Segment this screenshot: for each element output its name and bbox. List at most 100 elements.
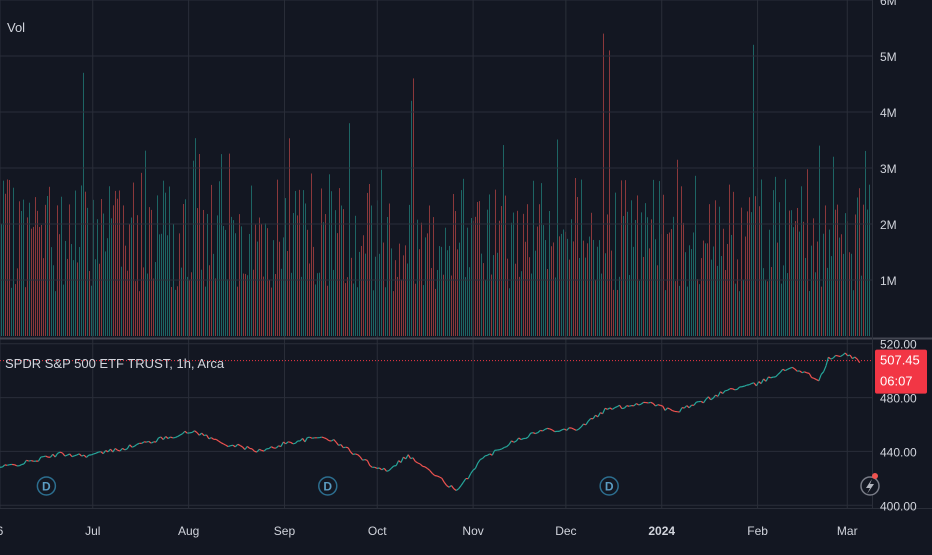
volume-bar bbox=[57, 205, 58, 336]
volume-bar bbox=[59, 234, 60, 336]
price-segment bbox=[509, 441, 511, 445]
volume-bar bbox=[197, 208, 198, 336]
volume-bar bbox=[741, 208, 742, 336]
volume-bar bbox=[379, 254, 380, 336]
volume-bar bbox=[717, 266, 718, 336]
volume-bar bbox=[153, 279, 154, 336]
volume-bar bbox=[181, 268, 182, 336]
price-segment bbox=[809, 373, 811, 377]
price-segment bbox=[406, 455, 408, 459]
price-segment bbox=[814, 378, 816, 379]
lightning-icon[interactable] bbox=[861, 473, 879, 495]
volume-bar bbox=[143, 267, 144, 336]
price-segment bbox=[46, 456, 48, 457]
price-segment bbox=[742, 386, 744, 387]
price-segment bbox=[802, 372, 804, 373]
vol-tick-label: 3M bbox=[880, 162, 897, 176]
volume-bar bbox=[781, 284, 782, 336]
price-segment bbox=[264, 449, 266, 451]
time-tick-label: Aug bbox=[178, 524, 199, 538]
price-segment bbox=[118, 450, 120, 451]
volume-bar bbox=[49, 187, 50, 336]
price-segment bbox=[651, 402, 653, 403]
price-segment bbox=[449, 486, 451, 488]
volume-bar bbox=[607, 214, 608, 336]
price-segment bbox=[468, 474, 470, 479]
price-segment bbox=[451, 486, 453, 489]
price-segment bbox=[401, 457, 403, 462]
dividend-icon[interactable]: D bbox=[37, 477, 55, 495]
price-segment bbox=[96, 452, 98, 453]
volume-bar bbox=[501, 206, 502, 336]
volume-bar bbox=[823, 234, 824, 336]
volume-bar bbox=[23, 200, 24, 336]
volume-bar bbox=[663, 195, 664, 336]
volume-bar bbox=[13, 188, 14, 336]
price-segment bbox=[639, 404, 641, 405]
volume-bar bbox=[573, 241, 574, 336]
price-segment bbox=[62, 453, 64, 456]
price-segment bbox=[72, 456, 74, 457]
price-segment bbox=[370, 465, 372, 467]
volume-bar bbox=[657, 265, 658, 336]
price-segment bbox=[689, 405, 691, 408]
volume-bar bbox=[391, 248, 392, 336]
volume-bar bbox=[537, 227, 538, 336]
volume-bar bbox=[793, 227, 794, 336]
volume-bar bbox=[259, 218, 260, 336]
vol-tick-label: 2M bbox=[880, 218, 897, 232]
dividend-icon[interactable]: D bbox=[600, 477, 618, 495]
price-segment bbox=[768, 377, 770, 378]
price-segment bbox=[826, 357, 828, 366]
volume-bar bbox=[307, 230, 308, 336]
volume-bar bbox=[433, 217, 434, 336]
volume-bar bbox=[531, 274, 532, 336]
volume-bar bbox=[233, 220, 234, 336]
volume-bar bbox=[677, 160, 678, 336]
volume-bar bbox=[51, 247, 52, 336]
price-segment bbox=[65, 455, 67, 456]
volume-bar bbox=[523, 214, 524, 336]
price-segment bbox=[658, 405, 660, 406]
volume-bar bbox=[853, 290, 854, 336]
price-segment bbox=[833, 355, 835, 358]
dividend-icon[interactable]: D bbox=[319, 477, 337, 495]
volume-bar bbox=[515, 264, 516, 336]
price-segment bbox=[437, 476, 439, 477]
volume-bar bbox=[659, 181, 660, 336]
price-segment bbox=[192, 431, 194, 433]
price-segment bbox=[432, 473, 434, 475]
volume-bar bbox=[481, 254, 482, 336]
volume-bar bbox=[625, 180, 626, 336]
price-segment bbox=[660, 405, 662, 406]
volume-bar bbox=[785, 179, 786, 336]
price-segment bbox=[291, 442, 293, 443]
price-segment bbox=[22, 464, 24, 465]
price-segment bbox=[663, 406, 665, 410]
price-segment bbox=[579, 427, 581, 429]
volume-bar bbox=[787, 273, 788, 336]
volume-bar bbox=[633, 247, 634, 336]
price-segment bbox=[137, 443, 139, 444]
volume-bar bbox=[857, 197, 858, 336]
price-segment bbox=[365, 460, 367, 461]
volume-bar bbox=[179, 233, 180, 336]
volume-bar bbox=[655, 239, 656, 336]
price-segment bbox=[574, 429, 576, 430]
volume-bar bbox=[689, 245, 690, 336]
price-segment bbox=[668, 408, 670, 409]
volume-bar bbox=[665, 290, 666, 336]
volume-bar bbox=[273, 240, 274, 336]
price-segment bbox=[447, 486, 449, 488]
price-segment bbox=[761, 379, 763, 384]
volume-bar bbox=[767, 281, 768, 336]
price-segment bbox=[228, 446, 230, 447]
volume-bar bbox=[295, 191, 296, 336]
volume-bar bbox=[251, 186, 252, 336]
volume-bar bbox=[461, 190, 462, 336]
price-segment bbox=[547, 428, 549, 429]
price-segment bbox=[804, 372, 806, 373]
